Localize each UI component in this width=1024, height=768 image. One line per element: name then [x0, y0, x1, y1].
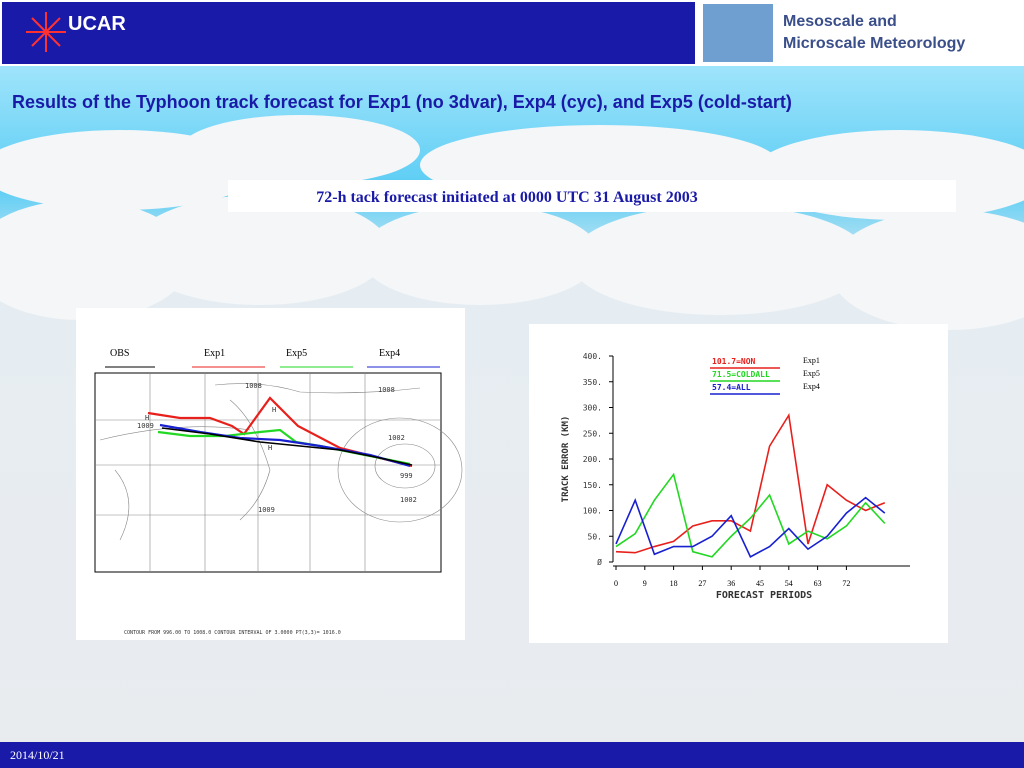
- x-tick-label: 27: [698, 579, 706, 588]
- legend-stat: 57.4=ALL: [712, 383, 751, 392]
- program-name: Mesoscale and: [783, 13, 897, 30]
- header-bar: [2, 2, 695, 64]
- y-tick-label: Ø: [597, 557, 602, 567]
- legend-stat: 101.7=NON: [712, 357, 756, 366]
- contour-label: H: [145, 414, 149, 422]
- contour-label: 1008: [245, 382, 262, 390]
- map-footer: CONTOUR FROM 996.00 TO 1008.0 CONTOUR IN…: [124, 630, 341, 636]
- tracks: [147, 396, 413, 468]
- x-tick-label: 18: [670, 579, 678, 588]
- legend-label: Exp5: [803, 369, 820, 378]
- clouds: [0, 115, 1024, 330]
- x-tick-label: 72: [842, 579, 850, 588]
- x-tick-label: 9: [643, 579, 647, 588]
- x-axis-label: FORECAST PERIODS: [716, 590, 812, 601]
- y-tick-label: 250.: [583, 429, 602, 438]
- contour-label: 1008: [378, 386, 395, 394]
- legend-label: Exp4: [803, 382, 820, 391]
- contour-label: 1009: [137, 422, 154, 430]
- contour-labels: 1008 1008 1002 999 1002 1009 1009 H H H: [137, 382, 417, 514]
- legend-label: Exp4: [379, 348, 400, 359]
- legend-label: Exp1: [204, 348, 225, 359]
- logo-text: UCAR: [68, 13, 126, 35]
- series-line: [615, 496, 886, 558]
- contour-label: 999: [400, 472, 413, 480]
- legend-label: Exp5: [286, 348, 307, 359]
- contour-label: H: [268, 444, 272, 452]
- contour-label: 1009: [258, 506, 275, 514]
- series-line: [615, 472, 886, 558]
- y-tick-label: 300.: [583, 404, 602, 413]
- y-tick-label: 350.: [583, 378, 602, 387]
- subtitle: 72-h tack forecast initiated at 0000 UTC…: [316, 189, 697, 206]
- chart-panel: [529, 324, 948, 643]
- track-error-chart: Ø 50. 100. 150. 200. 250. 300. 350. 400. 0 9 18 27 36…: [561, 352, 910, 601]
- map-frame: [94, 372, 442, 573]
- program-name: Microscale Meteorology: [783, 35, 965, 52]
- y-tick-label: 100.: [583, 507, 602, 516]
- mmm-logo: [703, 4, 773, 62]
- slide-title: Results of the Typhoon track forecast fo…: [12, 92, 792, 112]
- x-tick-label: 54: [785, 579, 793, 588]
- y-axis-label: TRACK ERROR (KM): [561, 416, 571, 503]
- x-tick-label: 36: [727, 579, 735, 588]
- legend-label: OBS: [110, 348, 129, 359]
- x-tick-label: 0: [614, 579, 618, 588]
- y-tick-label: 50.: [588, 532, 602, 541]
- y-tick-label: 400.: [583, 352, 602, 361]
- map-panel: [76, 308, 465, 640]
- legend-stat: 71.5=COLDALL: [712, 370, 770, 379]
- contour-label: 1002: [388, 434, 405, 442]
- y-tick-label: 150.: [583, 481, 602, 490]
- map-legend: OBS Exp1 Exp5 Exp4: [105, 348, 440, 368]
- footer-bar: [0, 742, 1024, 768]
- contour-label: 1002: [400, 496, 417, 504]
- contour-label: H: [272, 406, 276, 414]
- series-line: [615, 412, 886, 554]
- x-tick-label: 45: [756, 579, 764, 588]
- legend-label: Exp1: [803, 356, 820, 365]
- x-tick-label: 63: [814, 579, 822, 588]
- subtitle-box: [228, 180, 956, 212]
- ucar-star: [26, 12, 66, 52]
- y-tick-label: 200.: [583, 455, 602, 464]
- footer-date: 2014/10/21: [10, 748, 65, 762]
